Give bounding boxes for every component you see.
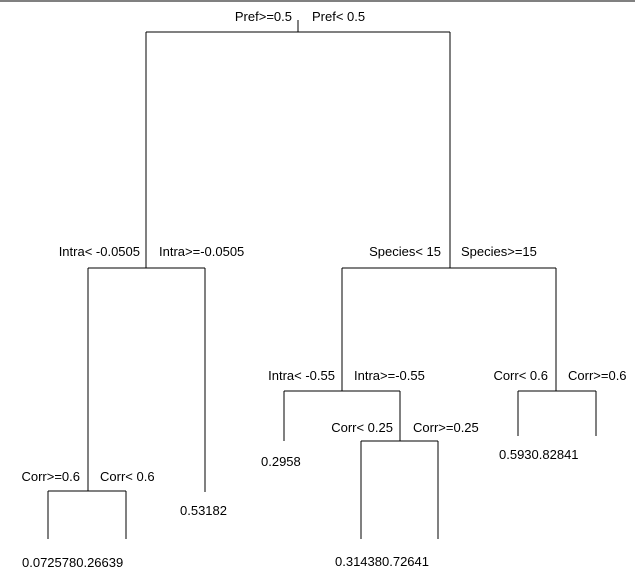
n4-right-split-label: Corr< 0.6	[100, 469, 155, 484]
n13-left-split-label: Corr< 0.25	[331, 420, 393, 435]
n7-right-split-label: Corr>=0.6	[568, 368, 627, 383]
n2-left-split-label: Intra< -0.0505	[59, 244, 140, 259]
n3-left-split-label: Species< 15	[369, 244, 441, 259]
n7-left-split-label: Corr< 0.6	[493, 368, 548, 383]
n6-right-split-label: Intra>=-0.55	[354, 368, 425, 383]
n4-left-split-label: Corr>=0.6	[21, 469, 80, 484]
n13-leaf-values: 0.314380.72641	[335, 554, 429, 569]
n2-right-split-label: Intra>=-0.0505	[159, 244, 244, 259]
root-left-split-label: Pref>=0.5	[235, 9, 292, 24]
n5-leaf-value: 0.53182	[180, 503, 227, 518]
n3-right-split-label: Species>=15	[461, 244, 537, 259]
n13-right-split-label: Corr>=0.25	[413, 420, 479, 435]
n7-leaf-values: 0.5930.82841	[499, 447, 579, 462]
n6-left-split-label: Intra< -0.55	[268, 368, 335, 383]
n12-leaf-value: 0.2958	[261, 454, 301, 469]
root-right-split-label: Pref< 0.5	[312, 9, 365, 24]
n4-leaf-values: 0.0725780.26639	[22, 555, 123, 570]
